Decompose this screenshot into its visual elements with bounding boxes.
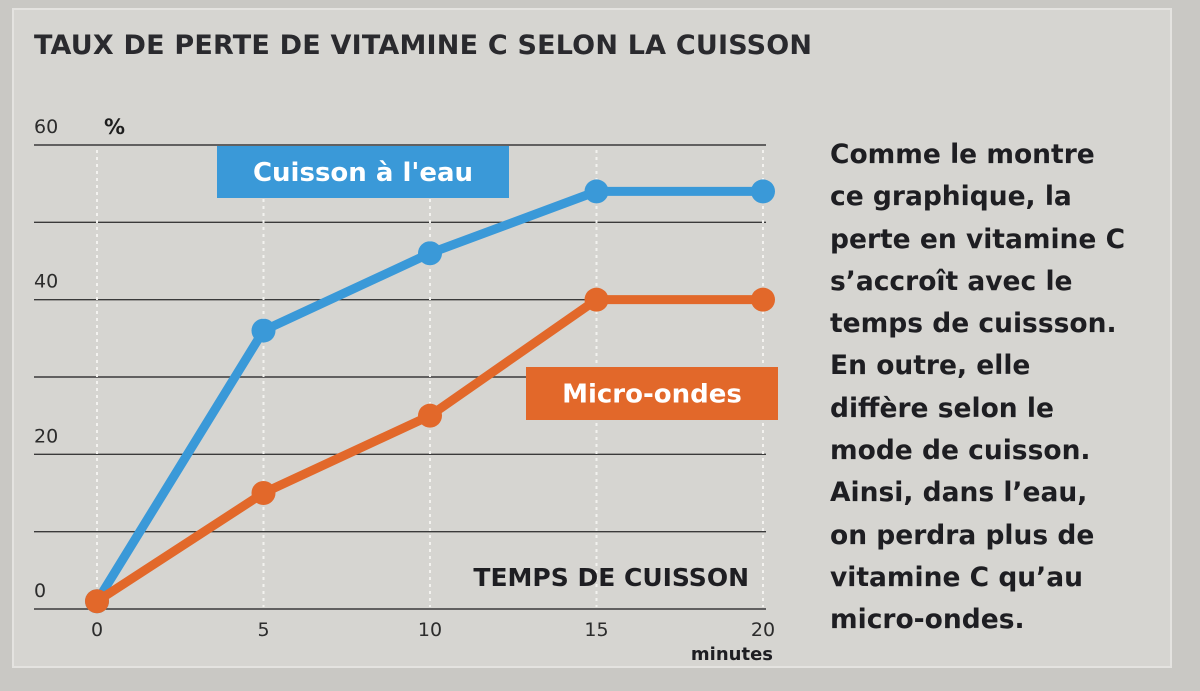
y-axis-unit: % <box>104 115 125 139</box>
x-tick-label: 10 <box>418 619 442 641</box>
description-line: diffère selon le <box>830 392 1054 424</box>
y-tick-label: 20 <box>34 425 58 447</box>
x-tick-label: 15 <box>584 619 608 641</box>
x-tick-label: 5 <box>257 619 269 641</box>
data-point-1-1 <box>251 481 276 505</box>
series-label-0: Cuisson à l'eau <box>253 158 473 188</box>
description-line: perte en vitamine C <box>830 223 1126 255</box>
data-point-1-0 <box>85 589 109 614</box>
data-point-0-1 <box>251 318 276 343</box>
series-label-1: Micro-ondes <box>562 380 742 410</box>
description-line: Ainsi, dans l’eau, <box>830 477 1088 509</box>
chart-panel <box>12 8 1172 668</box>
series-label-box-1 <box>526 367 778 420</box>
y-axis-ticks: 0 20 40 60 <box>34 116 58 602</box>
y-tick-label: 0 <box>34 580 46 602</box>
vertical-gridlines <box>96 150 764 607</box>
description-line: Comme le montre <box>830 139 1095 170</box>
description-line: En outre, elle <box>830 350 1031 382</box>
x-axis-unit: minutes <box>691 644 773 665</box>
data-point-0-3 <box>584 179 609 204</box>
data-point-0-2 <box>418 241 442 266</box>
description-line: s’accroît avec le <box>830 265 1073 297</box>
x-tick-label: 20 <box>751 619 775 641</box>
data-point-1-3 <box>584 287 609 312</box>
description-line: on perdra plus de <box>830 519 1095 551</box>
data-point-1-4 <box>751 287 775 312</box>
description-line: temps de cuissson. <box>830 308 1117 340</box>
data-point-1-2 <box>418 403 442 428</box>
description-text: Comme le montre ce graphique, la perte e… <box>830 134 1170 642</box>
series-group <box>85 179 775 614</box>
series-label-box-0 <box>217 146 509 198</box>
horizontal-gridlines <box>34 144 766 533</box>
chart-title: TAUX DE PERTE DE VITAMINE C SELON LA CUI… <box>34 30 813 61</box>
series-labels: Cuisson à l'eau Micro-ondes <box>217 146 778 420</box>
description-line: micro-ondes. <box>830 604 1025 636</box>
x-axis-label: TEMPS DE CUISSON <box>473 563 749 592</box>
description-line: vitamine C qu’au <box>830 561 1083 593</box>
y-tick-label: 60 <box>34 116 58 138</box>
y-tick-label: 40 <box>34 271 58 293</box>
data-point-0-4 <box>751 179 775 204</box>
description-line: mode de cuisson. <box>830 435 1091 467</box>
x-tick-label: 0 <box>91 619 103 641</box>
description-line: ce graphique, la <box>830 181 1072 213</box>
x-axis-ticks: 0 5 10 15 20 <box>91 619 775 641</box>
